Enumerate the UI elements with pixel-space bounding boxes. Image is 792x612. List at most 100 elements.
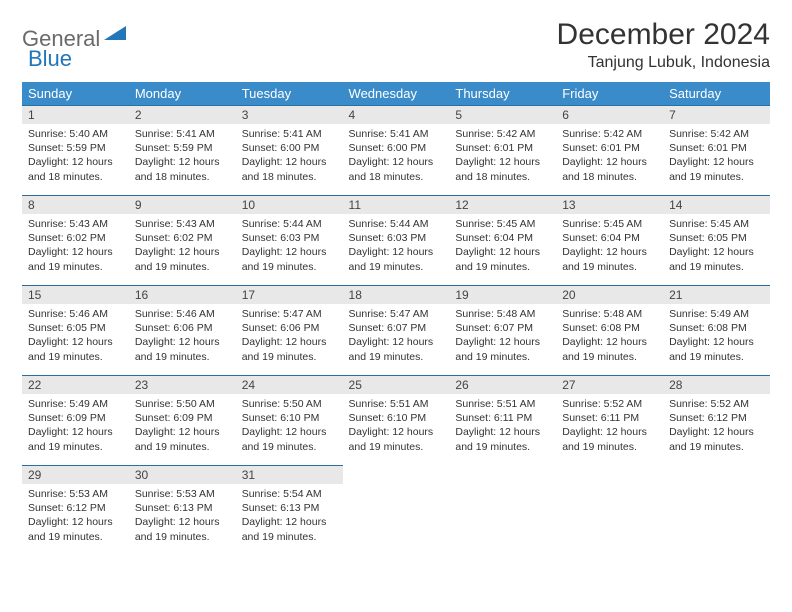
day-number: 18 <box>343 286 450 304</box>
day-content: Sunrise: 5:51 AMSunset: 6:10 PMDaylight:… <box>343 394 450 460</box>
day-number: 3 <box>236 106 343 124</box>
sunset-text: Sunset: 6:08 PM <box>669 321 764 335</box>
day-content: Sunrise: 5:51 AMSunset: 6:11 PMDaylight:… <box>449 394 556 460</box>
day-cell: 19Sunrise: 5:48 AMSunset: 6:07 PMDayligh… <box>449 286 556 376</box>
day-cell: 29Sunrise: 5:53 AMSunset: 6:12 PMDayligh… <box>22 466 129 556</box>
day-number: 6 <box>556 106 663 124</box>
sunset-text: Sunset: 6:03 PM <box>242 231 337 245</box>
day-content: Sunrise: 5:41 AMSunset: 5:59 PMDaylight:… <box>129 124 236 190</box>
daylight-text: Daylight: 12 hours and 19 minutes. <box>28 245 123 273</box>
sunrise-text: Sunrise: 5:41 AM <box>349 127 444 141</box>
day-content: Sunrise: 5:41 AMSunset: 6:00 PMDaylight:… <box>236 124 343 190</box>
calendar-table: SundayMondayTuesdayWednesdayThursdayFrid… <box>22 82 770 556</box>
day-number: 16 <box>129 286 236 304</box>
sunset-text: Sunset: 6:07 PM <box>455 321 550 335</box>
sunset-text: Sunset: 6:10 PM <box>242 411 337 425</box>
daylight-text: Daylight: 12 hours and 19 minutes. <box>28 335 123 363</box>
location: Tanjung Lubuk, Indonesia <box>557 54 770 72</box>
daylight-text: Daylight: 12 hours and 19 minutes. <box>669 425 764 453</box>
daylight-text: Daylight: 12 hours and 19 minutes. <box>349 425 444 453</box>
day-number: 27 <box>556 376 663 394</box>
sunrise-text: Sunrise: 5:43 AM <box>28 217 123 231</box>
month-title: December 2024 <box>557 18 770 52</box>
day-cell: 4Sunrise: 5:41 AMSunset: 6:00 PMDaylight… <box>343 106 450 196</box>
sunset-text: Sunset: 6:05 PM <box>28 321 123 335</box>
day-content: Sunrise: 5:42 AMSunset: 6:01 PMDaylight:… <box>663 124 770 190</box>
sunrise-text: Sunrise: 5:44 AM <box>242 217 337 231</box>
sunrise-text: Sunrise: 5:43 AM <box>135 217 230 231</box>
day-number: 22 <box>22 376 129 394</box>
day-content: Sunrise: 5:53 AMSunset: 6:12 PMDaylight:… <box>22 484 129 550</box>
sunset-text: Sunset: 6:03 PM <box>349 231 444 245</box>
day-cell: 17Sunrise: 5:47 AMSunset: 6:06 PMDayligh… <box>236 286 343 376</box>
logo-triangle-icon <box>104 24 126 45</box>
day-cell: 8Sunrise: 5:43 AMSunset: 6:02 PMDaylight… <box>22 196 129 286</box>
day-cell: 18Sunrise: 5:47 AMSunset: 6:07 PMDayligh… <box>343 286 450 376</box>
day-number: 30 <box>129 466 236 484</box>
day-cell: 5Sunrise: 5:42 AMSunset: 6:01 PMDaylight… <box>449 106 556 196</box>
sunset-text: Sunset: 6:12 PM <box>669 411 764 425</box>
sunrise-text: Sunrise: 5:50 AM <box>135 397 230 411</box>
day-number: 11 <box>343 196 450 214</box>
sunset-text: Sunset: 6:11 PM <box>562 411 657 425</box>
sunset-text: Sunset: 6:04 PM <box>455 231 550 245</box>
daylight-text: Daylight: 12 hours and 19 minutes. <box>669 335 764 363</box>
day-cell: 6Sunrise: 5:42 AMSunset: 6:01 PMDaylight… <box>556 106 663 196</box>
daylight-text: Daylight: 12 hours and 18 minutes. <box>135 155 230 183</box>
title-block: December 2024 Tanjung Lubuk, Indonesia <box>557 18 770 72</box>
day-number: 1 <box>22 106 129 124</box>
sunrise-text: Sunrise: 5:51 AM <box>455 397 550 411</box>
day-content: Sunrise: 5:47 AMSunset: 6:07 PMDaylight:… <box>343 304 450 370</box>
daylight-text: Daylight: 12 hours and 18 minutes. <box>242 155 337 183</box>
day-number: 24 <box>236 376 343 394</box>
sunrise-text: Sunrise: 5:40 AM <box>28 127 123 141</box>
day-content: Sunrise: 5:54 AMSunset: 6:13 PMDaylight:… <box>236 484 343 550</box>
daylight-text: Daylight: 12 hours and 18 minutes. <box>28 155 123 183</box>
day-content: Sunrise: 5:46 AMSunset: 6:06 PMDaylight:… <box>129 304 236 370</box>
day-content: Sunrise: 5:48 AMSunset: 6:08 PMDaylight:… <box>556 304 663 370</box>
daylight-text: Daylight: 12 hours and 19 minutes. <box>562 425 657 453</box>
day-number: 10 <box>236 196 343 214</box>
empty-cell <box>663 466 770 556</box>
sunrise-text: Sunrise: 5:44 AM <box>349 217 444 231</box>
sunset-text: Sunset: 5:59 PM <box>28 141 123 155</box>
day-content: Sunrise: 5:45 AMSunset: 6:04 PMDaylight:… <box>449 214 556 280</box>
day-header: Thursday <box>449 82 556 106</box>
empty-cell <box>343 466 450 556</box>
sunrise-text: Sunrise: 5:54 AM <box>242 487 337 501</box>
sunrise-text: Sunrise: 5:49 AM <box>28 397 123 411</box>
day-number: 19 <box>449 286 556 304</box>
sunset-text: Sunset: 6:04 PM <box>562 231 657 245</box>
empty-cell <box>556 466 663 556</box>
sunrise-text: Sunrise: 5:41 AM <box>242 127 337 141</box>
day-cell: 9Sunrise: 5:43 AMSunset: 6:02 PMDaylight… <box>129 196 236 286</box>
sunset-text: Sunset: 6:02 PM <box>28 231 123 245</box>
sunrise-text: Sunrise: 5:45 AM <box>669 217 764 231</box>
day-cell: 27Sunrise: 5:52 AMSunset: 6:11 PMDayligh… <box>556 376 663 466</box>
day-number: 21 <box>663 286 770 304</box>
daylight-text: Daylight: 12 hours and 19 minutes. <box>135 515 230 543</box>
sunrise-text: Sunrise: 5:47 AM <box>349 307 444 321</box>
daylight-text: Daylight: 12 hours and 19 minutes. <box>455 245 550 273</box>
sunrise-text: Sunrise: 5:48 AM <box>562 307 657 321</box>
day-number: 14 <box>663 196 770 214</box>
sunrise-text: Sunrise: 5:42 AM <box>562 127 657 141</box>
sunset-text: Sunset: 6:09 PM <box>28 411 123 425</box>
day-header: Friday <box>556 82 663 106</box>
day-content: Sunrise: 5:49 AMSunset: 6:09 PMDaylight:… <box>22 394 129 460</box>
day-header: Wednesday <box>343 82 450 106</box>
daylight-text: Daylight: 12 hours and 19 minutes. <box>349 335 444 363</box>
sunrise-text: Sunrise: 5:53 AM <box>28 487 123 501</box>
sunset-text: Sunset: 6:07 PM <box>349 321 444 335</box>
sunset-text: Sunset: 6:00 PM <box>242 141 337 155</box>
day-number: 28 <box>663 376 770 394</box>
day-content: Sunrise: 5:52 AMSunset: 6:11 PMDaylight:… <box>556 394 663 460</box>
day-cell: 30Sunrise: 5:53 AMSunset: 6:13 PMDayligh… <box>129 466 236 556</box>
day-number: 23 <box>129 376 236 394</box>
day-cell: 28Sunrise: 5:52 AMSunset: 6:12 PMDayligh… <box>663 376 770 466</box>
sunset-text: Sunset: 6:11 PM <box>455 411 550 425</box>
sunset-text: Sunset: 6:01 PM <box>562 141 657 155</box>
day-content: Sunrise: 5:52 AMSunset: 6:12 PMDaylight:… <box>663 394 770 460</box>
day-cell: 31Sunrise: 5:54 AMSunset: 6:13 PMDayligh… <box>236 466 343 556</box>
sunset-text: Sunset: 6:01 PM <box>455 141 550 155</box>
